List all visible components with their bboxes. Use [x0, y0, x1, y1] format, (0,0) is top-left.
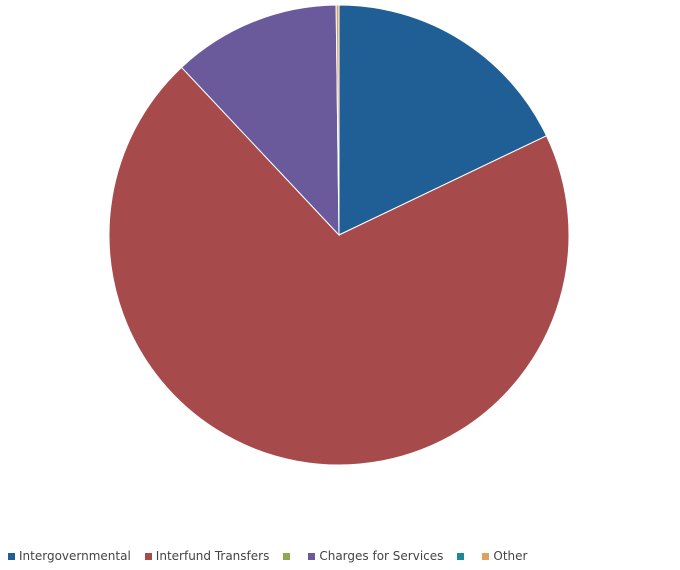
legend-item-unlabeled-green [283, 552, 294, 560]
legend-item-charges-for-services: Charges for Services [308, 549, 443, 563]
legend-swatch-other [482, 552, 490, 560]
pie-chart-plot [108, 4, 570, 466]
legend-item-intergovernmental: Intergovernmental [8, 549, 131, 563]
pie-slice-charges-for-services [180, 4, 340, 237]
legend-label-interfund-transfers: Interfund Transfers [155, 549, 270, 563]
pie-slice-intergovernmental [338, 4, 548, 236]
legend-swatch-charges-for-services [308, 552, 316, 560]
pie-slices [108, 4, 570, 466]
legend-item-unlabeled-teal [457, 552, 468, 560]
legend-label-charges-for-services: Charges for Services [319, 549, 444, 563]
legend-label-other: Other [493, 549, 528, 563]
legend-swatch-interfund-transfers [144, 552, 152, 560]
pie-slice-other [335, 4, 340, 236]
legend-swatch-unlabeled-green [283, 552, 291, 560]
chart-legend: Intergovernmental Interfund Transfers Ch… [8, 546, 680, 566]
legend-item-other: Other [482, 549, 527, 563]
legend-swatch-unlabeled-teal [457, 552, 465, 560]
legend-label-intergovernmental: Intergovernmental [19, 549, 131, 563]
legend-swatch-intergovernmental [8, 552, 15, 560]
pie-slice-interfund-transfers [108, 66, 570, 466]
legend-item-interfund-transfers: Interfund Transfers [144, 549, 270, 563]
